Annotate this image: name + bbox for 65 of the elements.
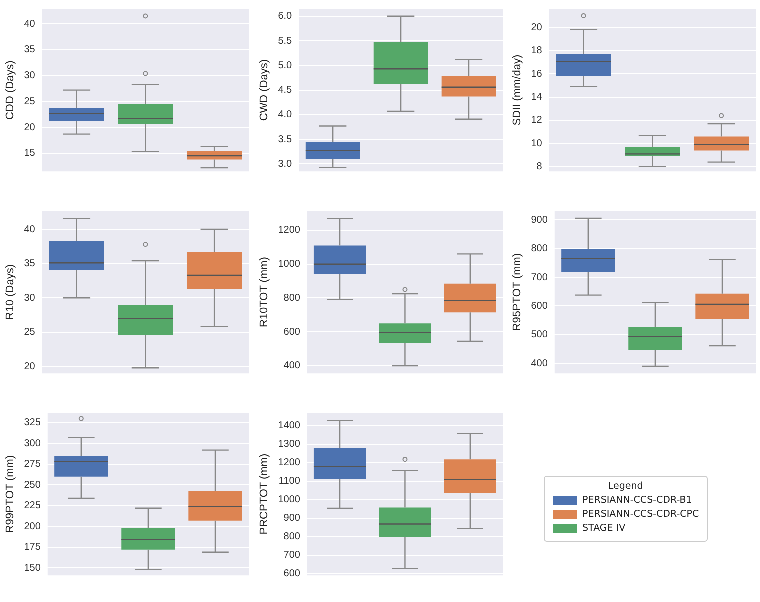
y-tick-label: 10 bbox=[531, 138, 543, 150]
y-tick-label: 15 bbox=[24, 148, 36, 160]
y-tick-label: 30 bbox=[24, 292, 36, 304]
y-tick-label: 400 bbox=[283, 360, 300, 372]
y-tick-label: 800 bbox=[283, 532, 300, 543]
y-tick-label: 20 bbox=[24, 122, 36, 134]
y-tick-label: 8 bbox=[536, 162, 543, 173]
y-tick-label: 40 bbox=[24, 18, 36, 30]
y-tick-label: 500 bbox=[531, 330, 548, 341]
y-axis-title: R10 (Days) bbox=[4, 264, 17, 320]
y-tick-label: 900 bbox=[531, 214, 548, 226]
y-tick-label: 20 bbox=[24, 361, 36, 372]
y-tick-label: 1300 bbox=[278, 439, 300, 450]
y-tick-label: 4.5 bbox=[278, 85, 292, 96]
y-axis-title: CDD (Days) bbox=[4, 60, 17, 120]
y-tick-label: 150 bbox=[24, 562, 42, 574]
y-axis-title: R95PTOT (mm) bbox=[512, 253, 524, 332]
y-tick-label: 40 bbox=[24, 224, 36, 236]
legend-label: PERSIANN-CCS-CDR-CPC bbox=[582, 509, 700, 520]
y-tick-label: 3.0 bbox=[278, 158, 292, 170]
y-tick-label: 600 bbox=[283, 568, 300, 580]
y-tick-label: 20 bbox=[531, 22, 543, 34]
y-tick-label: 35 bbox=[24, 258, 36, 270]
y-axis-title: CWD (Days) bbox=[258, 59, 270, 122]
y-tick-label: 25 bbox=[24, 96, 36, 108]
y-tick-label: 700 bbox=[283, 550, 300, 562]
y-axis-title: R10TOT (mm) bbox=[258, 257, 270, 328]
y-tick-label: 5.5 bbox=[278, 36, 292, 47]
y-tick-label: 175 bbox=[24, 542, 42, 554]
y-tick-label: 400 bbox=[531, 358, 548, 370]
y-tick-label: 16 bbox=[531, 68, 543, 80]
y-tick-label: 700 bbox=[531, 272, 548, 284]
y-axis-title: SDII (mm/day) bbox=[512, 54, 524, 126]
y-tick-label: 900 bbox=[283, 513, 300, 524]
y-tick-label: 12 bbox=[531, 115, 543, 126]
y-tick-label: 1100 bbox=[278, 476, 300, 488]
y-tick-label: 1000 bbox=[278, 494, 300, 506]
legend-label: STAGE IV bbox=[582, 523, 626, 534]
y-tick-label: 3.5 bbox=[278, 134, 292, 146]
y-tick-label: 30 bbox=[24, 70, 36, 82]
y-tick-label: 800 bbox=[283, 292, 300, 304]
y-tick-label: 1200 bbox=[278, 225, 300, 236]
y-tick-label: 18 bbox=[531, 46, 543, 57]
y-tick-label: 325 bbox=[24, 418, 42, 429]
legend-title: Legend bbox=[607, 481, 644, 492]
y-tick-label: 225 bbox=[24, 500, 42, 512]
y-tick-label: 35 bbox=[24, 44, 36, 56]
y-tick-label: 6.0 bbox=[278, 11, 292, 22]
y-tick-label: 25 bbox=[24, 327, 36, 338]
y-axis-title: R99PTOT (mm) bbox=[4, 455, 17, 534]
y-tick-label: 14 bbox=[531, 92, 543, 104]
y-tick-label: 250 bbox=[24, 480, 42, 491]
y-tick-label: 275 bbox=[24, 459, 42, 470]
y-tick-label: 200 bbox=[24, 521, 42, 532]
y-tick-label: 600 bbox=[531, 300, 548, 312]
legend-label: PERSIANN-CCS-CDR-B1 bbox=[582, 495, 692, 506]
y-axis-title: PRCPTOT (mm) bbox=[258, 454, 270, 535]
y-tick-label: 600 bbox=[283, 326, 300, 338]
y-tick-label: 300 bbox=[24, 438, 42, 450]
y-tick-label: 800 bbox=[531, 244, 548, 255]
y-tick-label: 1200 bbox=[278, 458, 300, 469]
y-tick-label: 1400 bbox=[278, 420, 300, 432]
y-tick-label: 5.0 bbox=[278, 60, 292, 72]
y-tick-label: 1000 bbox=[278, 259, 300, 270]
y-tick-label: 4.0 bbox=[278, 110, 292, 121]
